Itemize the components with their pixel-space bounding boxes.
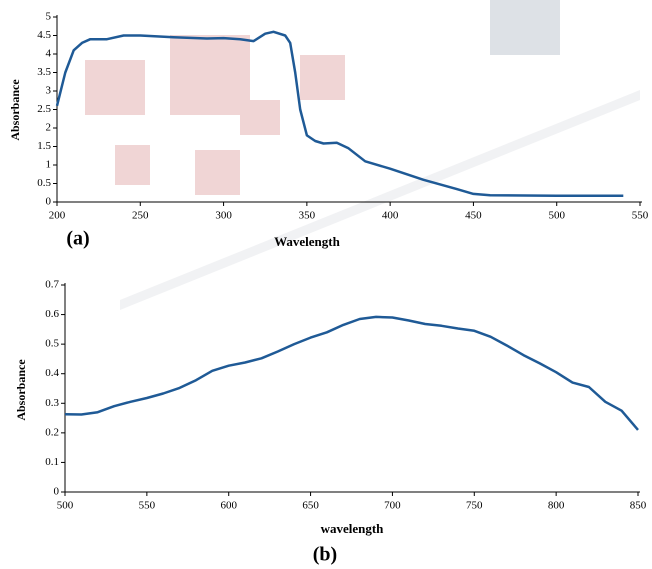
- y-axis-label: Absorbance: [8, 79, 22, 141]
- data-line: [64, 315, 639, 431]
- watermark: [85, 0, 640, 310]
- y-tick-label: 0.7: [45, 279, 59, 291]
- y-tick-label: 2.5: [37, 103, 51, 115]
- y-tick-label: 5: [46, 11, 52, 23]
- x-axis-label: Wavelength: [274, 234, 340, 249]
- y-tick-label: 0.5: [37, 177, 51, 189]
- x-axis-label: wavelength: [321, 521, 385, 536]
- panel-label: (b): [313, 544, 337, 566]
- x-tick-label: 650: [302, 500, 319, 512]
- data-line: [55, 30, 624, 197]
- y-tick-label: 0.5: [45, 338, 59, 350]
- panel-label: (a): [66, 228, 89, 250]
- y-tick-label: 0.1: [45, 456, 59, 468]
- y-tick-label: 0.4: [45, 367, 59, 379]
- x-tick-label: 850: [630, 500, 647, 512]
- y-tick-label: 2: [46, 122, 52, 134]
- x-tick-label: 450: [465, 210, 482, 222]
- x-tick-label: 200: [49, 210, 66, 222]
- y-tick-label: 1: [46, 159, 52, 171]
- x-tick-label: 350: [299, 210, 316, 222]
- y-tick-label: 4: [46, 48, 52, 60]
- x-tick-label: 500: [548, 210, 565, 222]
- x-tick-label: 700: [384, 500, 401, 512]
- y-tick-label: 0.6: [45, 308, 59, 320]
- x-tick-label: 550: [632, 210, 649, 222]
- y-tick-label: 0.3: [45, 397, 59, 409]
- y-tick-label: 4.5: [37, 29, 51, 41]
- x-tick-label: 250: [132, 210, 149, 222]
- y-axis-label: Absorbance: [14, 359, 28, 421]
- x-tick-label: 750: [466, 500, 483, 512]
- y-tick-label: 0: [54, 486, 60, 498]
- x-tick-label: 400: [382, 210, 399, 222]
- x-tick-label: 800: [548, 500, 565, 512]
- y-tick-label: 1.5: [37, 140, 51, 152]
- x-tick-label: 500: [57, 500, 74, 512]
- y-tick-label: 3.5: [37, 66, 51, 78]
- x-tick-label: 300: [215, 210, 232, 222]
- x-tick-label: 600: [220, 500, 237, 512]
- y-tick-label: 0: [46, 196, 52, 208]
- y-tick-label: 0.2: [45, 426, 59, 438]
- x-tick-label: 550: [139, 500, 156, 512]
- y-tick-label: 3: [46, 85, 52, 97]
